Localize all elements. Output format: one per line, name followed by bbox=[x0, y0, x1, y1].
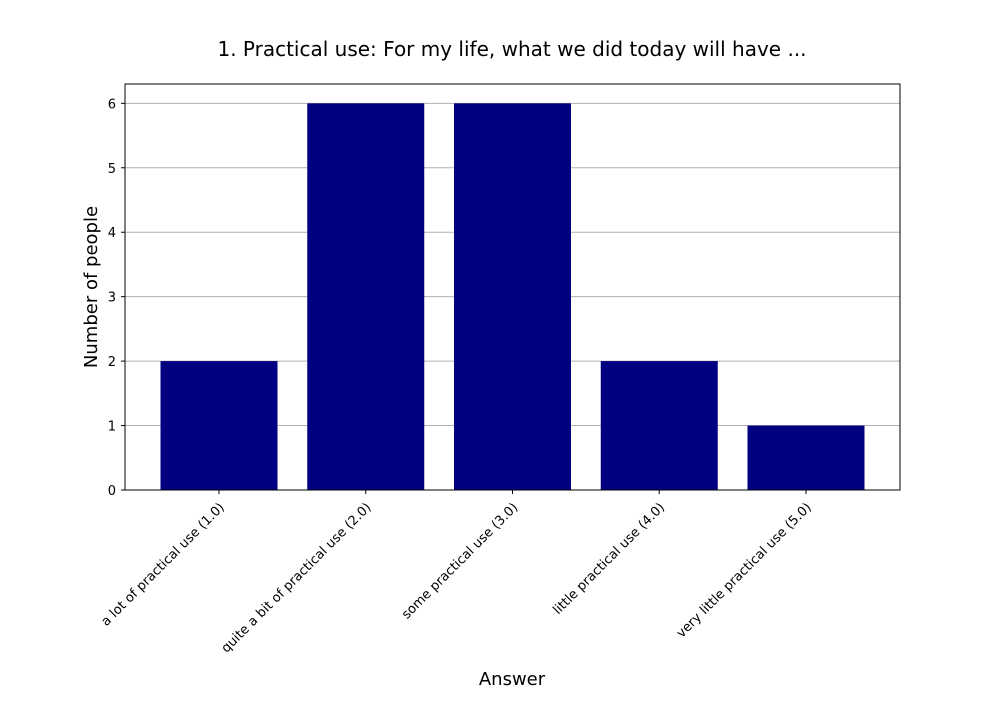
bar bbox=[747, 425, 865, 490]
x-tick-label: a lot of practical use (1.0) bbox=[99, 500, 228, 629]
x-tick-label: little practical use (4.0) bbox=[550, 500, 668, 618]
y-tick-label: 4 bbox=[108, 226, 116, 241]
y-tick-label: 5 bbox=[108, 162, 116, 177]
x-tick-label: quite a bit of practical use (2.0) bbox=[219, 500, 375, 656]
bar bbox=[307, 103, 425, 490]
bar bbox=[160, 361, 278, 490]
y-tick-label: 6 bbox=[108, 97, 116, 112]
x-tick-label: some practical use (3.0) bbox=[399, 500, 521, 622]
x-axis-ticks: a lot of practical use (1.0)quite a bit … bbox=[99, 490, 815, 656]
chart-title: 1. Practical use: For my life, what we d… bbox=[217, 37, 806, 61]
y-tick-label: 3 bbox=[108, 291, 116, 306]
bars bbox=[160, 103, 865, 490]
bar bbox=[454, 103, 571, 490]
y-tick-label: 2 bbox=[108, 355, 116, 370]
y-tick-label: 0 bbox=[108, 484, 116, 499]
y-tick-label: 1 bbox=[108, 420, 116, 435]
x-tick-label: very little practical use (5.0) bbox=[674, 500, 815, 641]
y-axis-label: Number of people bbox=[81, 206, 102, 368]
y-axis-ticks: 0 1 2 3 4 5 6 bbox=[108, 97, 125, 499]
x-axis-label: Answer bbox=[479, 669, 546, 690]
bar bbox=[600, 361, 718, 490]
